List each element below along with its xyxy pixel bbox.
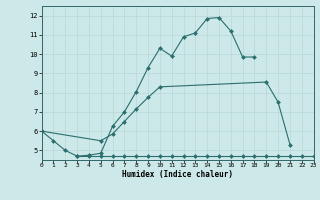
- X-axis label: Humidex (Indice chaleur): Humidex (Indice chaleur): [122, 170, 233, 179]
